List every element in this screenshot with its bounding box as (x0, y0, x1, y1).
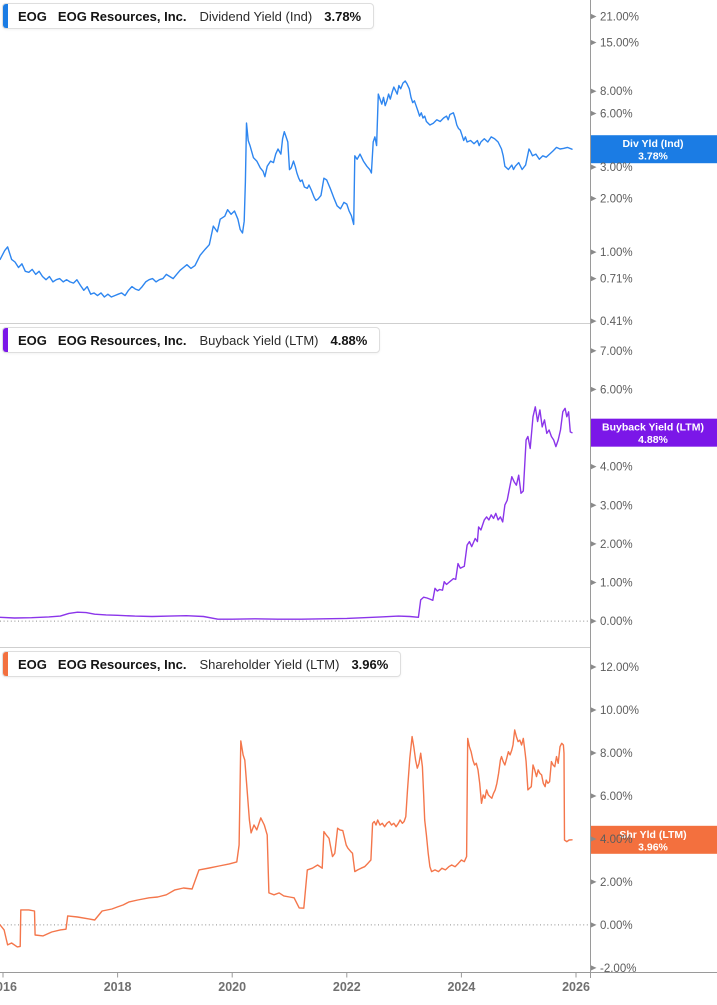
ticker-symbol: EOG (18, 8, 47, 24)
x-axis-year-label: 2018 (104, 980, 132, 994)
y-tick-arrow-icon (591, 348, 597, 354)
y-tick-arrow-icon (591, 502, 597, 508)
y-tick-label: 0.41% (600, 316, 633, 328)
axis-value-box-2 (590, 825, 717, 854)
company-name: EOG Resources, Inc. (57, 656, 187, 672)
y-tick-arrow-icon (591, 249, 597, 255)
y-tick-arrow-icon (591, 541, 597, 547)
series-line-0 (0, 80, 573, 298)
y-tick-label: 6.00% (600, 384, 633, 396)
y-tick-label: 0.00% (600, 616, 633, 628)
axis-value-box-label: Buyback Yield (LTM) (602, 422, 704, 434)
y-tick-arrow-icon (591, 922, 597, 928)
y-tick-label: 8.00% (600, 748, 633, 760)
y-tick-arrow-icon (591, 386, 597, 393)
y-tick-arrow-icon (591, 195, 597, 202)
x-axis-year-label: 2022 (333, 980, 361, 994)
y-tick-label: 4.00% (600, 834, 633, 846)
metric-value: 4.88% (330, 332, 368, 348)
y-tick-arrow-icon (591, 88, 597, 94)
y-tick-label: 2.00% (600, 193, 633, 205)
axis-value-box-value: 3.96% (638, 841, 668, 853)
metric-name: Dividend Yield (Ind) (199, 8, 313, 24)
y-tick-arrow-icon (591, 793, 597, 799)
y-tick-arrow-icon (591, 39, 597, 46)
y-tick-label: 12.00% (600, 662, 639, 674)
x-axis-year-label: 2024 (447, 980, 475, 994)
y-tick-label: 10.00% (600, 705, 639, 717)
ticker-symbol: EOG (18, 656, 47, 672)
y-tick-label: 0.00% (600, 920, 633, 932)
y-tick-label: 21.00% (600, 12, 639, 24)
y-tick-arrow-icon (591, 276, 597, 282)
y-tick-label: 2.00% (600, 877, 633, 889)
y-tick-label: 0.71% (600, 274, 633, 286)
chart-legend-shareholder-yield[interactable]: EOG EOG Resources, Inc. Shareholder Yiel… (2, 651, 402, 677)
y-tick-arrow-icon (591, 618, 597, 624)
axis-value-box-label: Shr Yld (LTM) (619, 829, 686, 841)
y-tick-arrow-icon (591, 836, 597, 842)
y-tick-label: 6.00% (600, 791, 633, 803)
x-axis-year-label: 2020 (218, 980, 246, 994)
y-tick-label: 2.00% (600, 539, 633, 551)
y-tick-label: 6.00% (600, 108, 633, 120)
y-tick-arrow-icon (591, 707, 597, 713)
legend-accent-bar (3, 4, 8, 28)
series-line-1 (0, 406, 573, 620)
axis-value-box-value: 3.78% (638, 151, 668, 163)
metric-name: Shareholder Yield (LTM) (199, 656, 340, 672)
y-tick-label: 3.00% (600, 162, 633, 174)
metric-value: 3.78% (324, 8, 362, 24)
y-tick-arrow-icon (591, 750, 597, 756)
axis-value-box-1 (590, 418, 717, 447)
metric-value: 3.96% (351, 656, 389, 672)
chart-legend-dividend-yield[interactable]: EOG EOG Resources, Inc. Dividend Yield (… (2, 3, 375, 29)
axis-value-box-value: 4.88% (638, 434, 668, 446)
y-tick-label: 1.00% (600, 247, 633, 259)
chart-legend-buyback-yield[interactable]: EOG EOG Resources, Inc. Buyback Yield (L… (2, 327, 381, 353)
ticker-symbol: EOG (18, 332, 47, 348)
x-axis-year-label: 2016 (0, 980, 17, 994)
y-tick-arrow-icon (591, 110, 597, 117)
company-name: EOG Resources, Inc. (57, 8, 187, 24)
y-tick-label: 4.00% (600, 462, 633, 474)
company-name: EOG Resources, Inc. (57, 332, 187, 348)
series-line-2 (0, 729, 573, 948)
y-tick-arrow-icon (591, 664, 597, 670)
y-tick-label: 1.00% (600, 578, 633, 590)
y-tick-arrow-icon (591, 164, 597, 170)
y-tick-arrow-icon (591, 965, 597, 971)
x-axis-year-label: 2026 (562, 980, 590, 994)
y-tick-arrow-icon (591, 879, 597, 885)
y-tick-arrow-icon (591, 464, 597, 470)
legend-accent-bar (3, 652, 8, 676)
axis-value-box-label: Div Yld (Ind) (622, 138, 683, 150)
y-tick-label: 7.00% (600, 346, 633, 358)
y-tick-arrow-icon (591, 579, 597, 586)
y-tick-label: 3.00% (600, 500, 633, 512)
y-tick-arrow-icon (591, 318, 597, 324)
axis-value-box-0 (590, 135, 717, 164)
y-tick-arrow-icon (591, 13, 597, 20)
y-tick-label: -2.00% (600, 963, 636, 975)
legend-accent-bar (3, 328, 8, 352)
y-tick-label: 15.00% (600, 38, 639, 50)
y-tick-label: 8.00% (600, 86, 633, 98)
metric-name: Buyback Yield (LTM) (199, 332, 319, 348)
